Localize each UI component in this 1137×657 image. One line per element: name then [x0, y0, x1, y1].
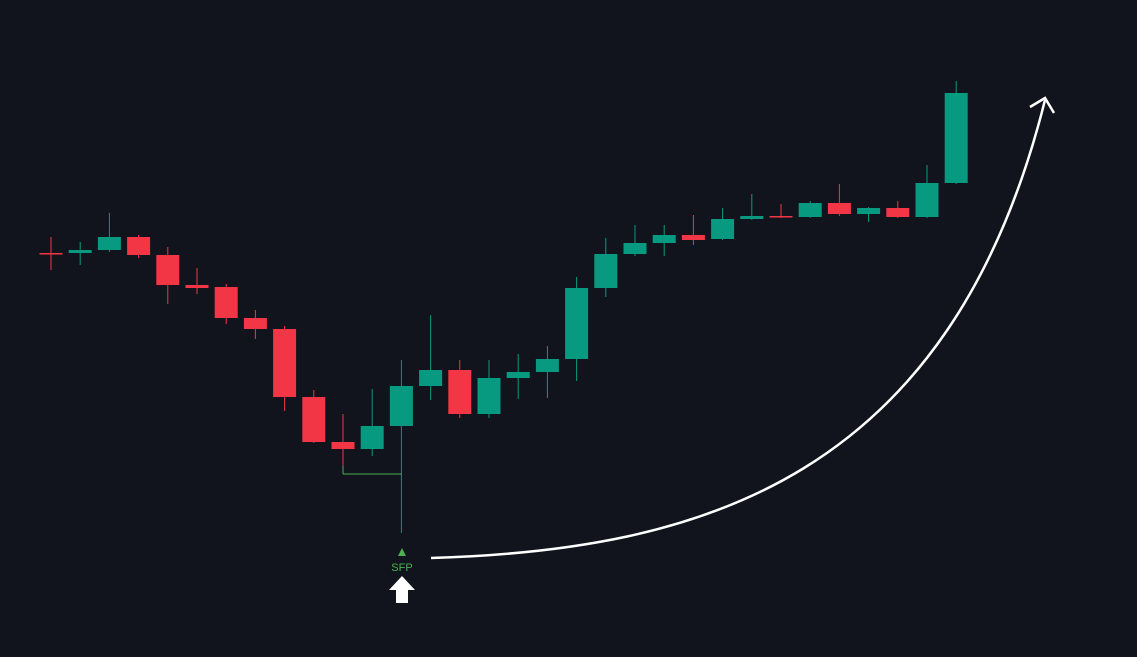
candle-body	[711, 219, 735, 239]
candle-body	[857, 208, 881, 214]
sfp-marker	[398, 548, 406, 556]
candle-body	[740, 216, 764, 219]
candle-body	[214, 287, 238, 318]
candle-body	[68, 250, 92, 253]
candle-body	[769, 216, 793, 218]
sfp-label: SFP	[391, 562, 412, 574]
candle-body	[39, 253, 63, 255]
candle-body	[565, 288, 589, 359]
candle-body	[360, 426, 384, 449]
candle-body	[623, 243, 647, 254]
candle-body	[97, 237, 121, 250]
candle-body	[535, 359, 559, 372]
candle-body	[798, 203, 822, 217]
candle-body	[448, 370, 472, 414]
candle-body	[302, 397, 326, 442]
candle-body	[915, 183, 939, 217]
candle-body	[886, 208, 910, 217]
candle-body	[273, 329, 297, 397]
candle-body	[594, 254, 618, 288]
candle-body	[243, 318, 267, 329]
candle-body	[681, 235, 705, 240]
candle-body	[477, 378, 501, 414]
candle-body	[506, 372, 530, 378]
up-arrow-icon	[389, 576, 415, 603]
candle-body	[156, 255, 180, 285]
candle-body	[331, 442, 355, 449]
candle-body	[127, 237, 151, 255]
candle-body	[389, 386, 413, 426]
candle-body	[419, 370, 443, 386]
trend-arrow	[430, 99, 1047, 560]
trend-arrow-head	[1029, 96, 1056, 114]
candle-body	[827, 203, 851, 214]
candle-body	[652, 235, 676, 243]
candle-body	[185, 285, 209, 288]
candle-body	[944, 93, 968, 183]
